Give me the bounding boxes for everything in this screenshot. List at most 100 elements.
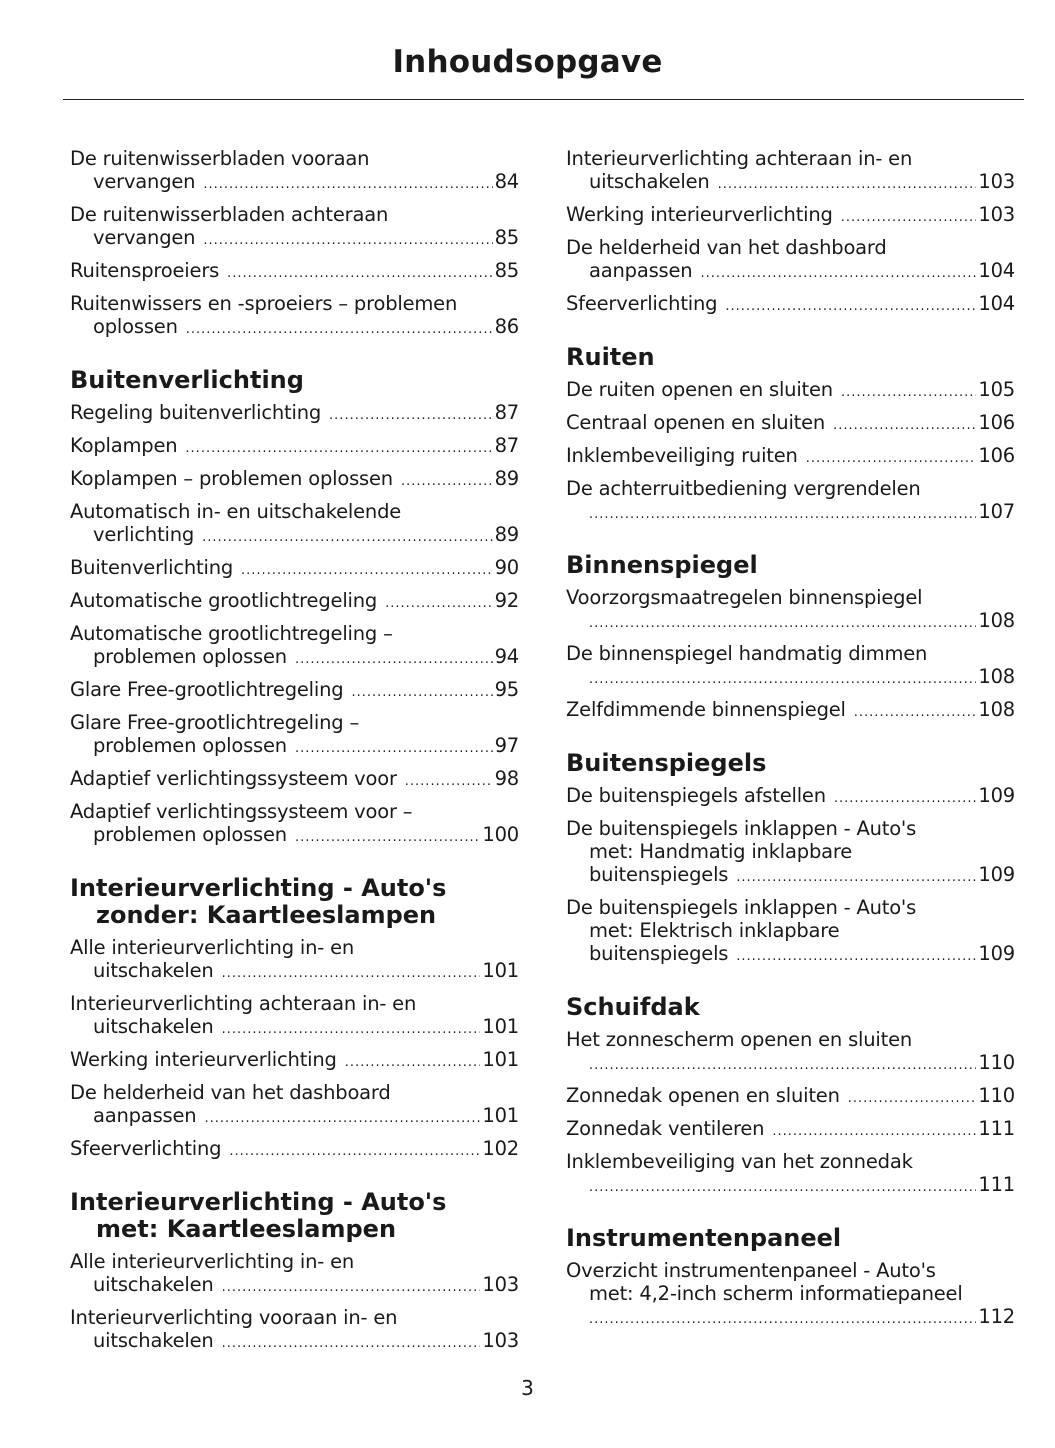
section-heading: Instrumentenpaneel [566, 1225, 1015, 1252]
entry-title-text: Automatische grootlichtregeling [70, 589, 378, 612]
toc-entry[interactable]: De achterruitbediening vergrendelen 107 [566, 477, 1015, 526]
section-heading: Interieurverlichting - Auto's zonder: Kaa… [70, 875, 519, 929]
dot-leader [772, 1120, 976, 1143]
toc-entry[interactable]: Werking interieurverlichting 103 [566, 203, 1015, 229]
toc-entry[interactable]: Zonnedak openen en sluiten 110 [566, 1084, 1015, 1110]
section-heading: Binnenspiegel [566, 552, 1015, 579]
toc-entry[interactable]: Inklembeveiliging van het zonnedak 111 [566, 1150, 1015, 1199]
entry-title-text: uitschakelen [93, 1329, 214, 1352]
entry-page-number: 87 [494, 401, 520, 424]
entry-title-text: De helderheid van het dashboard [566, 236, 887, 259]
dot-leader [351, 681, 492, 704]
toc-entry[interactable]: Adaptief verlichtingssysteem voor – probl… [70, 800, 519, 849]
toc-entry[interactable]: Koplampen 87 [70, 434, 519, 460]
entry-line: 110 [566, 1051, 1015, 1077]
entry-line: Glare Free-grootlichtregeling 95 [70, 678, 519, 704]
entry-line: Voorzorgsmaatregelen binnenspiegel [566, 586, 1015, 609]
entry-page-number: 109 [978, 784, 1015, 807]
toc-entry[interactable]: Interieurverlichting achteraan in- en uit… [566, 147, 1015, 196]
toc-entry[interactable]: Interieurverlichting achteraan in- en uit… [70, 992, 519, 1041]
entry-line: oplossen 86 [70, 315, 519, 341]
entry-line: Adaptief verlichtingssysteem voor – [70, 800, 519, 823]
toc-section: Ruiten De ruiten openen en sluiten 105 Cent… [566, 344, 1015, 526]
toc-entry[interactable]: De buitenspiegels inklappen - Auto's met:… [566, 896, 1015, 968]
toc-entry[interactable]: Glare Free-grootlichtregeling 95 [70, 678, 519, 704]
entry-page-number: 103 [978, 170, 1015, 193]
entry-page-number: 107 [978, 500, 1015, 523]
toc-entry[interactable]: Sfeerverlichting 102 [70, 1137, 519, 1163]
dot-leader [204, 1107, 480, 1130]
toc-entry[interactable]: De buitenspiegels afstellen 109 [566, 784, 1015, 810]
entry-title-text: Koplampen [70, 434, 178, 457]
toc-entry[interactable]: Interieurverlichting vooraan in- en uitsc… [70, 1306, 519, 1355]
toc-entry[interactable]: Centraal openen en sluiten 106 [566, 411, 1015, 437]
title-divider [63, 99, 1024, 100]
toc-entry[interactable]: Overzicht instrumentenpaneel - Auto's met… [566, 1259, 1015, 1331]
section-heading-line: Buitenverlichting [70, 366, 304, 394]
toc-entry[interactable]: Alle interieurverlichting in- en uitschak… [70, 936, 519, 985]
toc-entry[interactable]: Ruitensproeiers 85 [70, 259, 519, 285]
toc-entry[interactable]: De ruiten openen en sluiten 105 [566, 378, 1015, 404]
entry-page-number: 105 [978, 378, 1015, 401]
entry-page-number: 85 [494, 226, 520, 249]
entry-line: 112 [566, 1305, 1015, 1331]
entry-title-text: Overzicht instrumentenpaneel - Auto's [566, 1259, 936, 1282]
toc-entry[interactable]: Adaptief verlichtingssysteem voor 98 [70, 767, 519, 793]
entry-title-text: Werking interieurverlichting [70, 1048, 337, 1071]
entry-line: Interieurverlichting vooraan in- en [70, 1306, 519, 1329]
dot-leader [329, 404, 493, 427]
toc-entry[interactable]: Koplampen – problemen oplossen 89 [70, 467, 519, 493]
toc-entry[interactable]: Zonnedak ventileren 111 [566, 1117, 1015, 1143]
entry-title-text: uitschakelen [93, 1273, 214, 1296]
entry-line: 108 [566, 665, 1015, 691]
dot-leader [854, 701, 977, 724]
entry-line: problemen oplossen 97 [70, 734, 519, 760]
toc-entry[interactable]: De buitenspiegels inklappen - Auto's met:… [566, 817, 1015, 889]
toc-entry[interactable]: Automatische grootlichtregeling 92 [70, 589, 519, 615]
entry-title-text: verlichting [93, 523, 195, 546]
toc-entry[interactable]: Werking interieurverlichting 101 [70, 1048, 519, 1074]
toc-entry[interactable]: Sfeerverlichting 104 [566, 292, 1015, 318]
toc-entry[interactable]: Automatische grootlichtregeling – problem… [70, 622, 519, 671]
entry-line: uitschakelen 101 [70, 1015, 519, 1041]
dot-leader [222, 1276, 481, 1299]
entry-title-text: Interieurverlichting achteraan in- en [566, 147, 913, 170]
dot-leader [589, 1176, 976, 1199]
entry-line: De ruiten openen en sluiten 105 [566, 378, 1015, 404]
toc-entry[interactable]: Alle interieurverlichting in- en uitschak… [70, 1250, 519, 1299]
entry-title-text: Automatische grootlichtregeling – [70, 622, 393, 645]
toc-entry[interactable]: Het zonnescherm openen en sluiten 110 [566, 1028, 1015, 1077]
section-heading: Buitenverlichting [70, 367, 519, 394]
entry-page-number: 90 [494, 556, 520, 579]
entry-page-number: 106 [978, 411, 1015, 434]
toc-entry[interactable]: De ruitenwisserbladen achteraan vervangen… [70, 203, 519, 252]
toc-entry[interactable]: Buitenverlichting 90 [70, 556, 519, 582]
toc-section: Interieurverlichting - Auto's met: Kaartl… [70, 1189, 519, 1355]
entry-line: Inklembeveiliging van het zonnedak [566, 1150, 1015, 1173]
toc-entry[interactable]: Automatisch in- en uitschakelende verlich… [70, 500, 519, 549]
toc-entry[interactable]: Inklembeveiliging ruiten 106 [566, 444, 1015, 470]
entry-page-number: 101 [482, 959, 519, 982]
dot-leader [295, 826, 480, 849]
toc-entry[interactable]: De helderheid van het dashboard aanpassen… [70, 1081, 519, 1130]
toc-entry[interactable]: De helderheid van het dashboard aanpassen… [566, 236, 1015, 285]
toc-section: Interieurverlichting - Auto's zonder: Kaa… [70, 875, 519, 1163]
entry-title-text: oplossen [93, 315, 178, 338]
toc-entry[interactable]: Voorzorgsmaatregelen binnenspiegel 108 [566, 586, 1015, 635]
entry-page-number: 103 [978, 203, 1015, 226]
dot-leader [203, 173, 492, 196]
entry-line: aanpassen 104 [566, 259, 1015, 285]
toc-entry[interactable]: Zelfdimmende binnenspiegel 108 [566, 698, 1015, 724]
page-title: Inhoudsopgave [392, 44, 663, 80]
toc-entry[interactable]: Ruitenwissers en -sproeiers – problemen o… [70, 292, 519, 341]
toc-entry[interactable]: Regeling buitenverlichting 87 [70, 401, 519, 427]
toc-entry[interactable]: Glare Free-grootlichtregeling – problemen… [70, 711, 519, 760]
dot-leader [833, 414, 976, 437]
entry-line: Koplampen 87 [70, 434, 519, 460]
dot-leader [295, 648, 493, 671]
entry-title-text: Zonnedak openen en sluiten [566, 1084, 840, 1107]
entry-line: Automatische grootlichtregeling 92 [70, 589, 519, 615]
section-heading-line: Interieurverlichting - Auto's [70, 874, 447, 902]
toc-entry[interactable]: De binnenspiegel handmatig dimmen 108 [566, 642, 1015, 691]
